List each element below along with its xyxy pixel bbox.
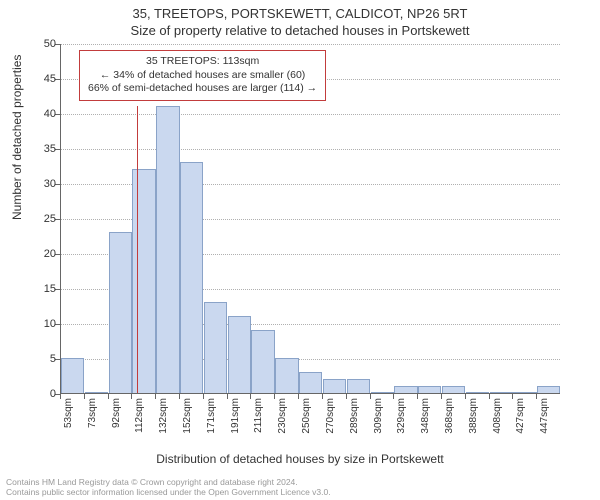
callout-box: 35 TREETOPS: 113sqm ← 34% of detached ho… xyxy=(79,50,326,101)
plot-area: 35 TREETOPS: 113sqm ← 34% of detached ho… xyxy=(60,44,560,394)
x-tick-mark xyxy=(203,394,204,399)
histogram-bar xyxy=(299,372,322,393)
y-tick-label: 35 xyxy=(16,143,56,155)
x-tick-label: 250sqm xyxy=(301,398,312,434)
x-tick-label: 270sqm xyxy=(325,398,336,434)
histogram-bar xyxy=(347,379,370,393)
x-tick-label: 132sqm xyxy=(158,398,169,434)
y-tick-label: 25 xyxy=(16,213,56,225)
x-tick-label: 368sqm xyxy=(444,398,455,434)
x-tick-mark xyxy=(322,394,323,399)
x-tick-mark xyxy=(179,394,180,399)
x-tick-mark xyxy=(131,394,132,399)
x-axis-label: Distribution of detached houses by size … xyxy=(0,452,600,466)
histogram-bar xyxy=(466,392,489,393)
address-title: 35, TREETOPS, PORTSKEWETT, CALDICOT, NP2… xyxy=(0,6,600,21)
histogram-bar xyxy=(156,106,179,393)
x-tick-mark xyxy=(250,394,251,399)
histogram-bar xyxy=(109,232,132,393)
x-tick-mark xyxy=(346,394,347,399)
x-tick-label: 171sqm xyxy=(206,398,217,434)
y-tick-label: 5 xyxy=(16,353,56,365)
chart-subtitle: Size of property relative to detached ho… xyxy=(0,23,600,38)
y-tick-label: 10 xyxy=(16,318,56,330)
x-tick-mark xyxy=(465,394,466,399)
histogram-bar xyxy=(180,162,203,393)
x-tick-label: 329sqm xyxy=(396,398,407,434)
y-tick-label: 45 xyxy=(16,73,56,85)
callout-smaller: ← 34% of detached houses are smaller (60… xyxy=(88,69,317,83)
y-tick-label: 20 xyxy=(16,248,56,260)
x-tick-mark xyxy=(370,394,371,399)
x-tick-label: 289sqm xyxy=(349,398,360,434)
x-tick-mark xyxy=(512,394,513,399)
x-tick-mark xyxy=(417,394,418,399)
histogram-bar xyxy=(228,316,251,393)
x-tick-label: 211sqm xyxy=(253,398,264,433)
x-tick-label: 230sqm xyxy=(277,398,288,434)
x-tick-label: 388sqm xyxy=(468,398,479,434)
x-tick-mark xyxy=(227,394,228,399)
x-tick-label: 73sqm xyxy=(87,398,98,428)
x-tick-mark xyxy=(274,394,275,399)
x-tick-label: 427sqm xyxy=(515,398,526,434)
y-tick-label: 50 xyxy=(16,38,56,50)
histogram-bar xyxy=(442,386,465,393)
histogram-bar xyxy=(204,302,227,393)
x-tick-mark xyxy=(84,394,85,399)
y-tick-label: 30 xyxy=(16,178,56,190)
x-tick-label: 92sqm xyxy=(111,398,122,428)
footer-line-2: Contains public sector information licen… xyxy=(6,488,331,498)
histogram-bar xyxy=(85,392,108,393)
histogram-bar xyxy=(132,169,155,393)
histogram-bar xyxy=(61,358,84,393)
y-tick-label: 15 xyxy=(16,283,56,295)
histogram-bar xyxy=(251,330,274,393)
histogram-bar xyxy=(418,386,441,393)
x-tick-label: 53sqm xyxy=(63,398,74,428)
histogram-bar xyxy=(537,386,560,393)
y-tick-label: 40 xyxy=(16,108,56,120)
highlight-line xyxy=(137,106,138,393)
x-tick-mark xyxy=(536,394,537,399)
x-tick-mark xyxy=(298,394,299,399)
chart-area: 35 TREETOPS: 113sqm ← 34% of detached ho… xyxy=(60,44,560,420)
histogram-bar xyxy=(275,358,298,393)
x-tick-label: 447sqm xyxy=(539,398,550,434)
x-tick-mark xyxy=(393,394,394,399)
histogram-bar xyxy=(371,392,394,393)
histogram-bar xyxy=(394,386,417,393)
x-tick-label: 408sqm xyxy=(492,398,503,434)
x-tick-label: 309sqm xyxy=(373,398,384,434)
footer-credits: Contains HM Land Registry data © Crown c… xyxy=(6,478,331,498)
histogram-bar xyxy=(513,392,536,393)
x-tick-label: 191sqm xyxy=(230,398,241,434)
x-tick-mark xyxy=(60,394,61,399)
histogram-bar xyxy=(323,379,346,393)
x-tick-mark xyxy=(155,394,156,399)
x-tick-label: 152sqm xyxy=(182,398,193,434)
callout-label: 35 TREETOPS: 113sqm xyxy=(88,55,317,69)
x-tick-mark xyxy=(489,394,490,399)
histogram-bar xyxy=(490,392,513,393)
x-tick-label: 348sqm xyxy=(420,398,431,434)
callout-larger: 66% of semi-detached houses are larger (… xyxy=(88,82,317,96)
x-tick-label: 112sqm xyxy=(134,398,145,433)
x-tick-mark xyxy=(441,394,442,399)
x-tick-mark xyxy=(108,394,109,399)
y-tick-label: 0 xyxy=(16,388,56,400)
